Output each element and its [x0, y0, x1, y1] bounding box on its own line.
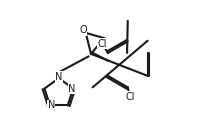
Text: N: N — [68, 84, 75, 94]
Text: N: N — [55, 72, 62, 82]
Text: Cl: Cl — [125, 92, 135, 102]
Text: N: N — [47, 100, 55, 110]
Text: Cl: Cl — [97, 39, 107, 49]
Text: O: O — [79, 25, 86, 35]
